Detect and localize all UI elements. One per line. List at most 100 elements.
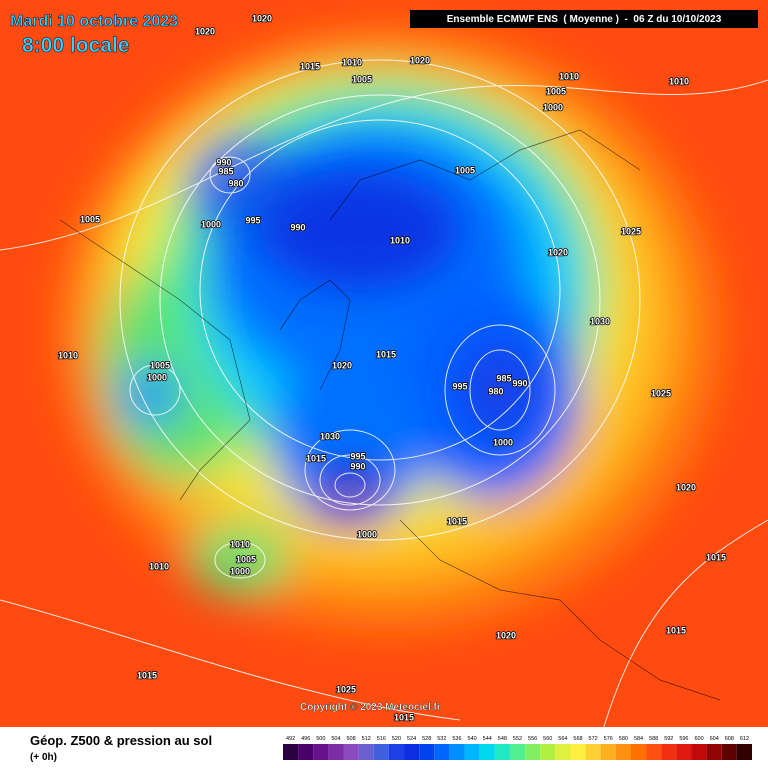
pressure-label: 1015 <box>666 625 686 635</box>
colorbar-label: 568 <box>573 736 582 742</box>
colorbar-swatch <box>343 744 359 760</box>
colorbar-label: 504 <box>331 736 340 742</box>
colorbar-label: 536 <box>452 736 461 742</box>
colorbar-swatch <box>706 744 722 760</box>
colorbar-swatch <box>419 744 435 760</box>
colorbar-label: 492 <box>286 736 295 742</box>
colorbar-label: 592 <box>664 736 673 742</box>
pressure-label: 1005 <box>546 86 566 96</box>
pressure-label: 1025 <box>651 388 671 398</box>
pressure-label: 1020 <box>332 360 352 370</box>
time-title: 8:00 locale <box>22 34 129 57</box>
colorbar-swatch <box>283 744 299 760</box>
pressure-label: 1000 <box>230 566 250 576</box>
colorbar-label: 556 <box>528 736 537 742</box>
colorbar-swatch <box>313 744 329 760</box>
colorbar-label: 508 <box>346 736 355 742</box>
pressure-label: 995 <box>245 215 260 225</box>
colorbar-swatch <box>404 744 420 760</box>
colorbar-label: 588 <box>649 736 658 742</box>
pressure-label: 1020 <box>410 55 430 65</box>
pressure-label: 1015 <box>300 61 320 71</box>
pressure-label: 1000 <box>357 529 377 539</box>
pressure-label: 1030 <box>590 316 610 326</box>
pressure-label: 990 <box>290 222 305 232</box>
colorbar-swatch <box>373 744 389 760</box>
pressure-label: 990 <box>216 157 231 167</box>
colorbar-swatch <box>736 744 752 760</box>
colorbar-label: 532 <box>437 736 446 742</box>
pressure-label: 995 <box>452 381 467 391</box>
colorbar-swatch <box>570 744 586 760</box>
pressure-label: 1015 <box>306 453 326 463</box>
colorbar-label: 500 <box>316 736 325 742</box>
pressure-label: 1005 <box>150 360 170 370</box>
colorbar-label: 552 <box>513 736 522 742</box>
colorbar-label: 528 <box>422 736 431 742</box>
model-info: Ensemble ECMWF ENS ( Moyenne ) - 06 Z du… <box>447 14 722 25</box>
colorbar-swatch <box>555 744 571 760</box>
colorbar-label: 600 <box>694 736 703 742</box>
map-field <box>0 0 768 727</box>
pressure-label: 1025 <box>336 684 356 694</box>
pressure-label: 1010 <box>58 350 78 360</box>
pressure-label: 1005 <box>352 74 372 84</box>
colorbar-swatch <box>691 744 707 760</box>
pressure-label: 990 <box>350 461 365 471</box>
colorbar-label: 540 <box>468 736 477 742</box>
colorbar-label: 520 <box>392 736 401 742</box>
colorbar-swatch <box>676 744 692 760</box>
colorbar-label: 580 <box>619 736 628 742</box>
colorbar-label: 544 <box>483 736 492 742</box>
colorbar-swatch <box>615 744 631 760</box>
colorbar-label: 604 <box>710 736 719 742</box>
colorbar-swatch <box>661 744 677 760</box>
pressure-label: 1020 <box>195 26 215 36</box>
colorbar-label: 608 <box>725 736 734 742</box>
colorbar-swatch <box>600 744 616 760</box>
colorbar-swatch <box>464 744 480 760</box>
colorbar-label: 560 <box>543 736 552 742</box>
pressure-label: 1020 <box>676 482 696 492</box>
pressure-label: 1000 <box>493 437 513 447</box>
colorbar-label: 516 <box>377 736 386 742</box>
pressure-label: 1000 <box>147 372 167 382</box>
copyright: Copyright © 2023 Meteociel.fr <box>300 702 441 713</box>
forecast-step: (+ 0h) <box>30 752 57 763</box>
colorbar-label: 576 <box>604 736 613 742</box>
colorbar-label: 572 <box>589 736 598 742</box>
pressure-labels: 1020 1020 1015 1010 1005 1020 1010 1010 1000 1005… <box>57 13 727 724</box>
pressure-label: 1015 <box>706 552 726 562</box>
colorbar-swatch <box>540 744 556 760</box>
pressure-label: 1020 <box>548 247 568 257</box>
colorbar-label: 512 <box>362 736 371 742</box>
pressure-label: 980 <box>488 386 503 396</box>
colorbar-swatch <box>585 744 601 760</box>
pressure-label: 1015 <box>447 516 467 526</box>
date-title: Mardi 10 octobre 2023 <box>10 13 178 30</box>
pressure-label: 985 <box>496 373 511 383</box>
pressure-label: 995 <box>350 451 365 461</box>
colorbar-swatch <box>434 744 450 760</box>
pressure-label: 1000 <box>201 219 221 229</box>
colorbar-swatch <box>328 744 344 760</box>
colorbar-label: 524 <box>407 736 416 742</box>
pressure-label: 1010 <box>230 539 250 549</box>
colorbar-swatch <box>479 744 495 760</box>
model-box <box>410 10 758 28</box>
pressure-label: 1010 <box>669 76 689 86</box>
colorbar-swatch <box>388 744 405 760</box>
pressure-label: 1010 <box>390 235 410 245</box>
pressure-label: 1020 <box>252 13 272 23</box>
colorbar-swatch <box>509 744 526 760</box>
colorbar-swatch <box>494 744 510 760</box>
colorbar-label: 564 <box>558 736 567 742</box>
colorbar-swatch <box>298 744 314 760</box>
colorbar-swatch <box>646 744 662 760</box>
pressure-label: 1020 <box>496 630 516 640</box>
pressure-label: 1030 <box>320 431 340 441</box>
colorbar-label: 548 <box>498 736 507 742</box>
pressure-label: 1010 <box>559 71 579 81</box>
colorbar: 492 496 500 504 508 512 516 520 524 528 532 536 540 5… <box>283 736 752 760</box>
